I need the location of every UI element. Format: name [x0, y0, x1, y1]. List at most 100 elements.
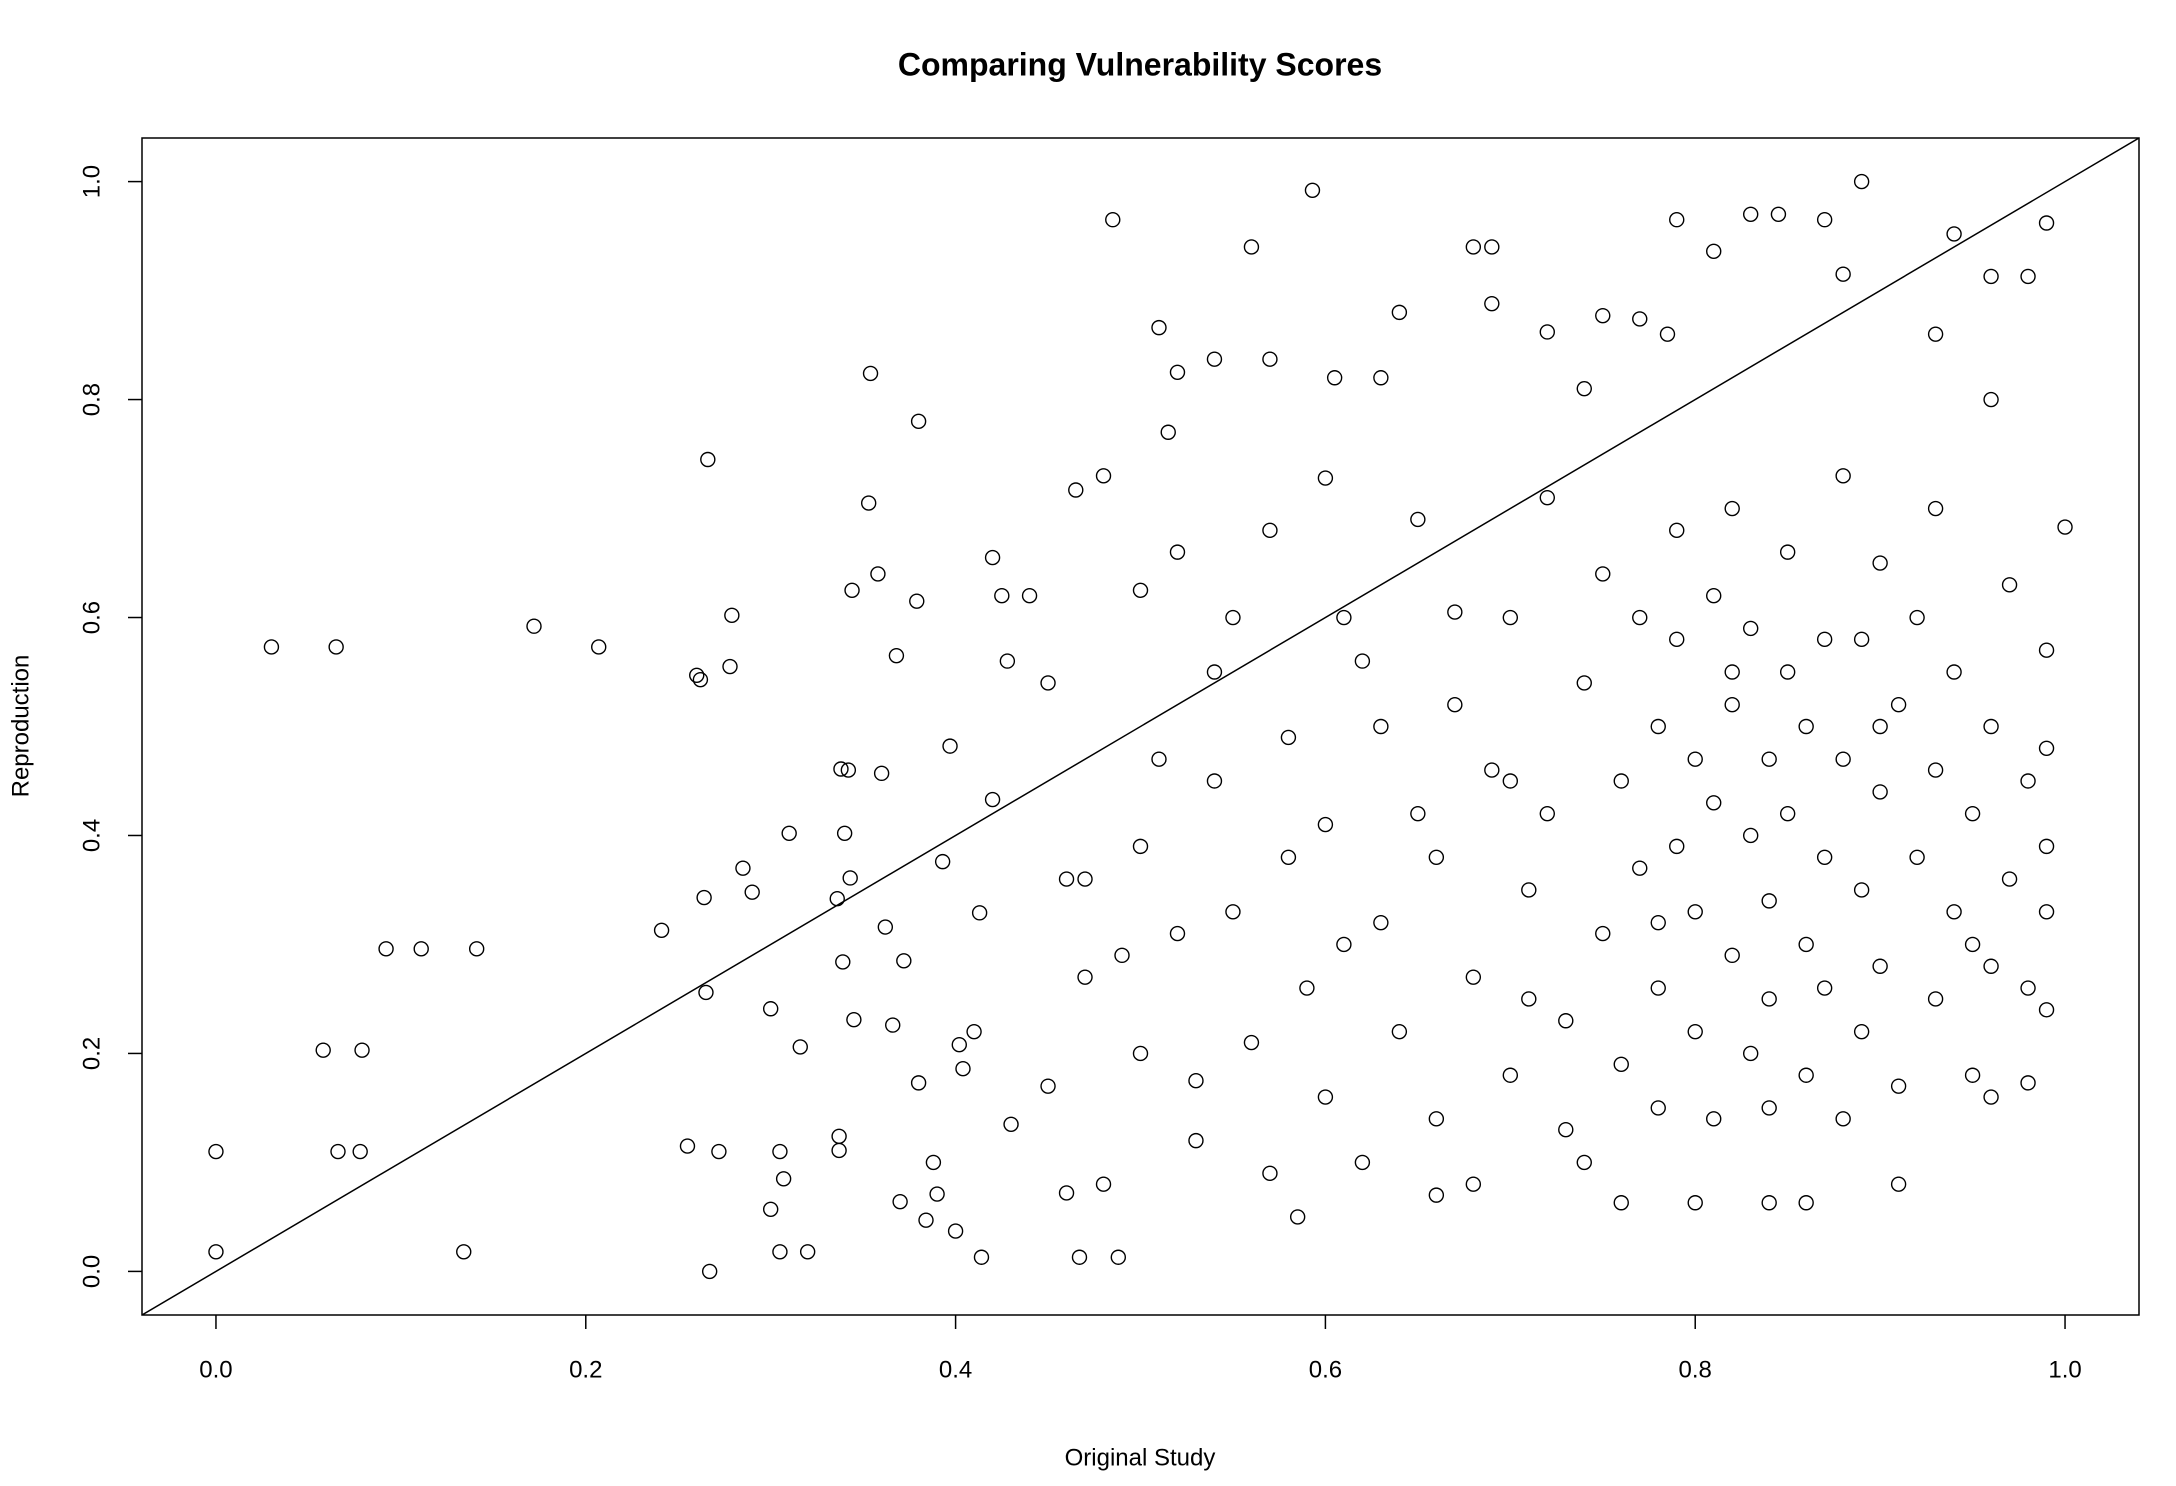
point	[1779, 805, 1796, 822]
point	[860, 495, 877, 511]
point	[2038, 740, 2055, 756]
point	[1687, 1195, 1703, 1211]
point	[1724, 947, 1740, 964]
point	[1502, 609, 1519, 626]
point	[468, 941, 485, 957]
point	[1206, 773, 1223, 789]
point	[1706, 588, 1722, 604]
point	[1289, 1209, 1306, 1225]
point	[1262, 522, 1278, 539]
point	[1105, 212, 1121, 228]
point	[846, 1011, 862, 1028]
point	[1909, 849, 1925, 865]
point	[1632, 609, 1648, 626]
point	[966, 1023, 982, 1040]
point	[973, 1249, 990, 1265]
point	[1964, 805, 1981, 822]
point	[842, 870, 858, 886]
point	[1188, 1072, 1204, 1089]
point	[862, 365, 879, 382]
point	[1225, 904, 1241, 920]
y-tick-label: 1.0	[78, 165, 105, 198]
point	[1835, 751, 1851, 767]
point	[999, 653, 1016, 669]
point	[1595, 307, 1611, 324]
point	[1114, 947, 1130, 964]
point	[1595, 566, 1611, 582]
point	[1484, 762, 1500, 778]
point	[1299, 980, 1315, 996]
point	[1040, 675, 1056, 691]
point	[762, 1201, 779, 1217]
point	[971, 905, 988, 921]
point	[1779, 544, 1796, 560]
point	[1095, 468, 1112, 484]
point	[2001, 577, 2018, 593]
point	[1890, 1078, 1907, 1094]
point	[1761, 991, 1777, 1007]
point	[735, 860, 751, 876]
point	[679, 1138, 696, 1154]
point	[1410, 511, 1426, 528]
point	[1160, 424, 1176, 440]
point	[1317, 816, 1334, 833]
point	[1632, 860, 1648, 876]
point	[1816, 980, 1833, 996]
point	[781, 825, 797, 842]
point	[1391, 304, 1408, 321]
point	[1206, 664, 1223, 680]
point	[352, 1143, 368, 1160]
point	[2038, 1002, 2055, 1018]
point	[1706, 1111, 1722, 1127]
point	[591, 639, 607, 655]
point	[1669, 631, 1685, 648]
point	[1669, 522, 1685, 539]
point	[1169, 364, 1186, 381]
point	[1373, 718, 1389, 735]
point	[772, 1143, 788, 1160]
point	[1798, 936, 1814, 953]
point	[1410, 805, 1426, 822]
point	[1132, 582, 1149, 598]
point	[1336, 936, 1352, 953]
point	[1669, 212, 1685, 228]
point	[885, 1017, 901, 1033]
point	[1890, 697, 1907, 713]
point	[1983, 1089, 1999, 1105]
point	[1909, 609, 1925, 626]
point	[1151, 751, 1167, 767]
point	[942, 738, 958, 754]
point	[2038, 838, 2055, 855]
point	[1502, 1067, 1519, 1083]
point	[1872, 718, 1888, 735]
point	[1484, 239, 1500, 255]
point	[1280, 729, 1297, 746]
y-tick-label: 0.8	[78, 383, 105, 416]
point	[1058, 871, 1075, 887]
point	[1465, 1176, 1482, 1192]
point	[1770, 206, 1787, 222]
point	[378, 941, 394, 957]
point	[1816, 631, 1833, 648]
point	[1447, 697, 1463, 713]
point	[1428, 849, 1445, 865]
point	[1391, 1023, 1408, 1040]
point	[1835, 266, 1851, 282]
point	[994, 588, 1010, 604]
point	[328, 639, 344, 655]
point	[692, 671, 709, 688]
point	[873, 765, 890, 782]
point	[799, 1244, 816, 1260]
point	[1632, 311, 1648, 327]
point	[1946, 904, 1962, 920]
point	[1304, 182, 1321, 199]
point	[1724, 664, 1740, 680]
point	[2020, 268, 2036, 285]
point	[1659, 326, 1676, 342]
point	[315, 1042, 331, 1058]
point	[1761, 1100, 1777, 1116]
point	[1983, 718, 1999, 735]
plot-frame	[141, 137, 2140, 1316]
point	[1521, 991, 1537, 1007]
